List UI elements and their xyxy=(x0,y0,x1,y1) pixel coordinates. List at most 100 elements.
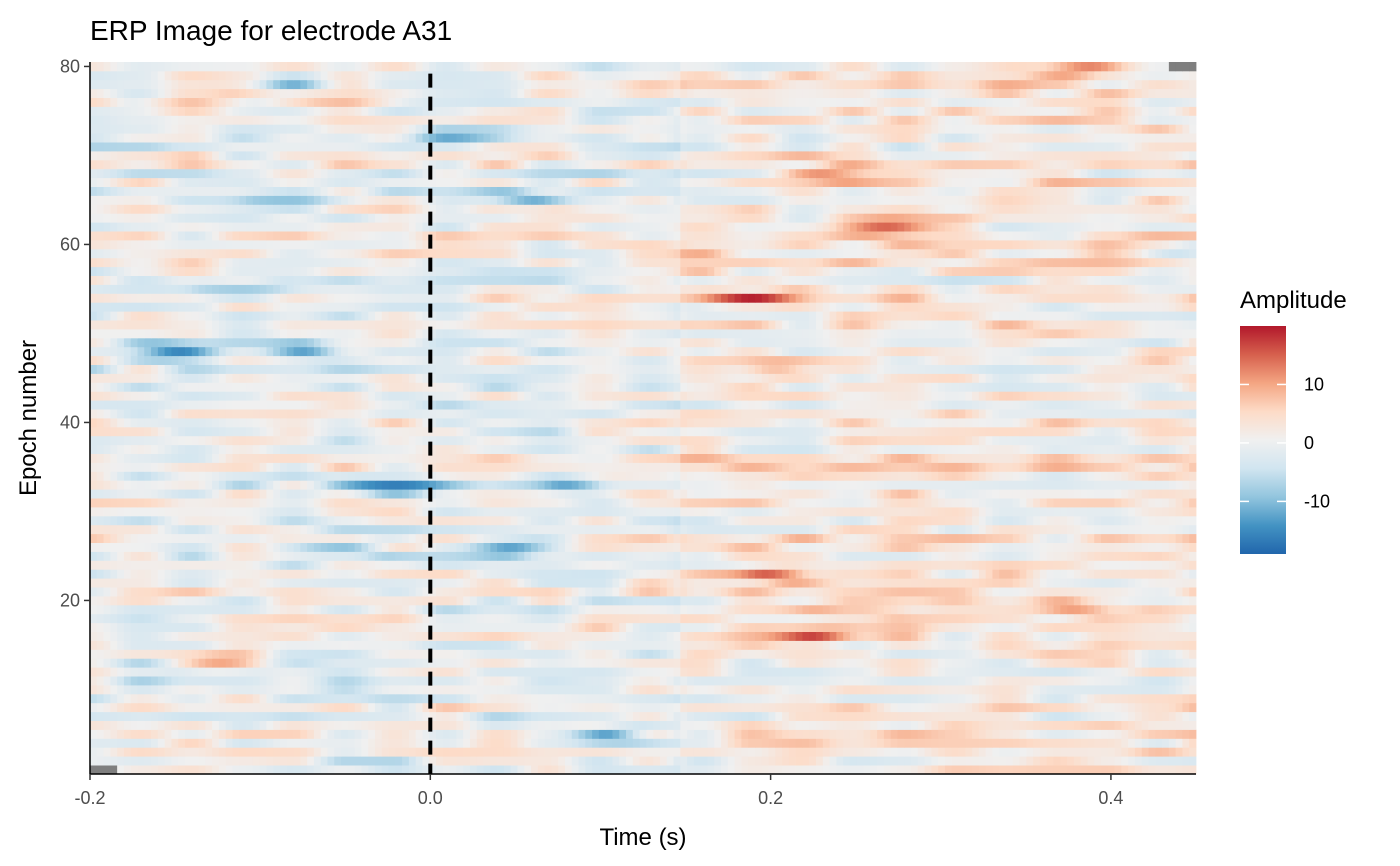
heatmap-cell xyxy=(714,640,722,650)
heatmap-cell xyxy=(178,738,186,748)
heatmap-cell xyxy=(1006,524,1014,535)
heatmap-cell xyxy=(327,747,335,757)
heatmap-cell xyxy=(374,640,383,650)
heatmap-cell xyxy=(761,658,769,668)
heatmap-cell xyxy=(1019,569,1027,579)
heatmap-cell xyxy=(619,685,627,695)
heatmap-cell xyxy=(782,640,790,650)
heatmap-cell xyxy=(415,524,423,535)
heatmap-cell xyxy=(897,515,905,526)
heatmap-cell xyxy=(327,622,335,632)
heatmap-cell xyxy=(870,604,878,615)
heatmap-cell xyxy=(721,569,729,579)
heatmap-cell xyxy=(279,738,288,748)
heatmap-cell xyxy=(673,533,681,543)
heatmap-cell xyxy=(1060,613,1068,624)
heatmap-cell xyxy=(721,604,729,615)
heatmap-cell xyxy=(578,587,586,597)
heatmap-cell xyxy=(944,542,953,552)
heatmap-cell xyxy=(1162,604,1170,615)
heatmap-cell xyxy=(341,498,349,508)
heatmap-cell xyxy=(232,649,240,659)
heatmap-cell xyxy=(721,658,729,668)
heatmap-cell xyxy=(395,631,403,641)
heatmap-cell xyxy=(1080,560,1088,570)
heatmap-cell xyxy=(877,747,885,757)
heatmap-cell xyxy=(836,613,844,624)
heatmap-cell xyxy=(184,560,193,570)
heatmap-cell xyxy=(1114,765,1122,775)
heatmap-cell xyxy=(510,569,518,579)
heatmap-cell xyxy=(537,631,546,641)
heatmap-cell xyxy=(551,693,559,704)
heatmap-cell xyxy=(1094,649,1102,659)
heatmap-cell xyxy=(388,524,396,535)
heatmap-cell xyxy=(727,658,736,668)
heatmap-cell xyxy=(992,604,1000,615)
heatmap-cell xyxy=(1134,515,1143,526)
heatmap-cell xyxy=(1148,613,1156,624)
heatmap-cell xyxy=(320,765,328,775)
heatmap-cell xyxy=(218,622,227,632)
heatmap-cell xyxy=(544,578,552,588)
heatmap-cell xyxy=(279,533,288,543)
heatmap-cell xyxy=(320,640,328,650)
heatmap-cell xyxy=(1060,693,1068,704)
heatmap-cell xyxy=(395,560,403,570)
heatmap-cell xyxy=(1073,631,1082,641)
heatmap-cell xyxy=(1128,569,1136,579)
heatmap-cell xyxy=(646,756,654,766)
heatmap-cell xyxy=(795,667,803,677)
heatmap-cell xyxy=(327,658,335,668)
heatmap-cell xyxy=(849,560,858,570)
heatmap-cell xyxy=(476,569,484,579)
heatmap-cell xyxy=(1168,551,1177,561)
heatmap-cell xyxy=(727,765,736,775)
heatmap-cell xyxy=(402,533,410,543)
heatmap-cell xyxy=(700,604,708,615)
heatmap-cell xyxy=(659,658,668,668)
heatmap-cell xyxy=(164,649,172,659)
heatmap-cell xyxy=(734,498,742,508)
heatmap-cell xyxy=(809,747,817,757)
heatmap-cell xyxy=(598,640,607,650)
heatmap-cell xyxy=(483,587,491,597)
heatmap-cell xyxy=(754,569,763,579)
heatmap-cell xyxy=(320,622,328,632)
heatmap-cell xyxy=(266,498,274,508)
heatmap-cell xyxy=(171,640,179,650)
heatmap-cell xyxy=(849,720,858,730)
heatmap-cell xyxy=(1060,542,1068,552)
heatmap-cell xyxy=(198,596,206,606)
heatmap-cell xyxy=(1162,587,1170,597)
heatmap-cell xyxy=(490,667,498,677)
heatmap-cell xyxy=(822,667,830,677)
heatmap-cell xyxy=(1053,640,1061,650)
heatmap-cell xyxy=(293,560,301,570)
heatmap-cell xyxy=(307,542,315,552)
heatmap-cell xyxy=(184,622,193,632)
heatmap-cell xyxy=(368,498,376,508)
heatmap-cell xyxy=(782,560,790,570)
heatmap-cell xyxy=(286,720,294,730)
heatmap-cell xyxy=(836,524,844,535)
heatmap-cell xyxy=(279,658,288,668)
heatmap-cell xyxy=(436,533,444,543)
heatmap-cell xyxy=(1046,649,1054,659)
heatmap-cell xyxy=(748,693,756,704)
heatmap-cell xyxy=(1168,667,1177,677)
heatmap-cell xyxy=(1128,578,1136,588)
heatmap-cell xyxy=(951,756,959,766)
heatmap-cell xyxy=(1006,765,1014,775)
heatmap-cell xyxy=(266,524,274,535)
heatmap-cell xyxy=(944,729,953,739)
heatmap-cell xyxy=(1101,720,1109,730)
heatmap-cell xyxy=(402,693,410,704)
heatmap-cell xyxy=(225,720,233,730)
heatmap-cell xyxy=(110,640,118,650)
heatmap-cell xyxy=(1141,587,1149,597)
heatmap-cell xyxy=(395,587,403,597)
heatmap-cell xyxy=(680,542,688,552)
heatmap-cell xyxy=(666,560,674,570)
heatmap-cell xyxy=(951,702,959,713)
